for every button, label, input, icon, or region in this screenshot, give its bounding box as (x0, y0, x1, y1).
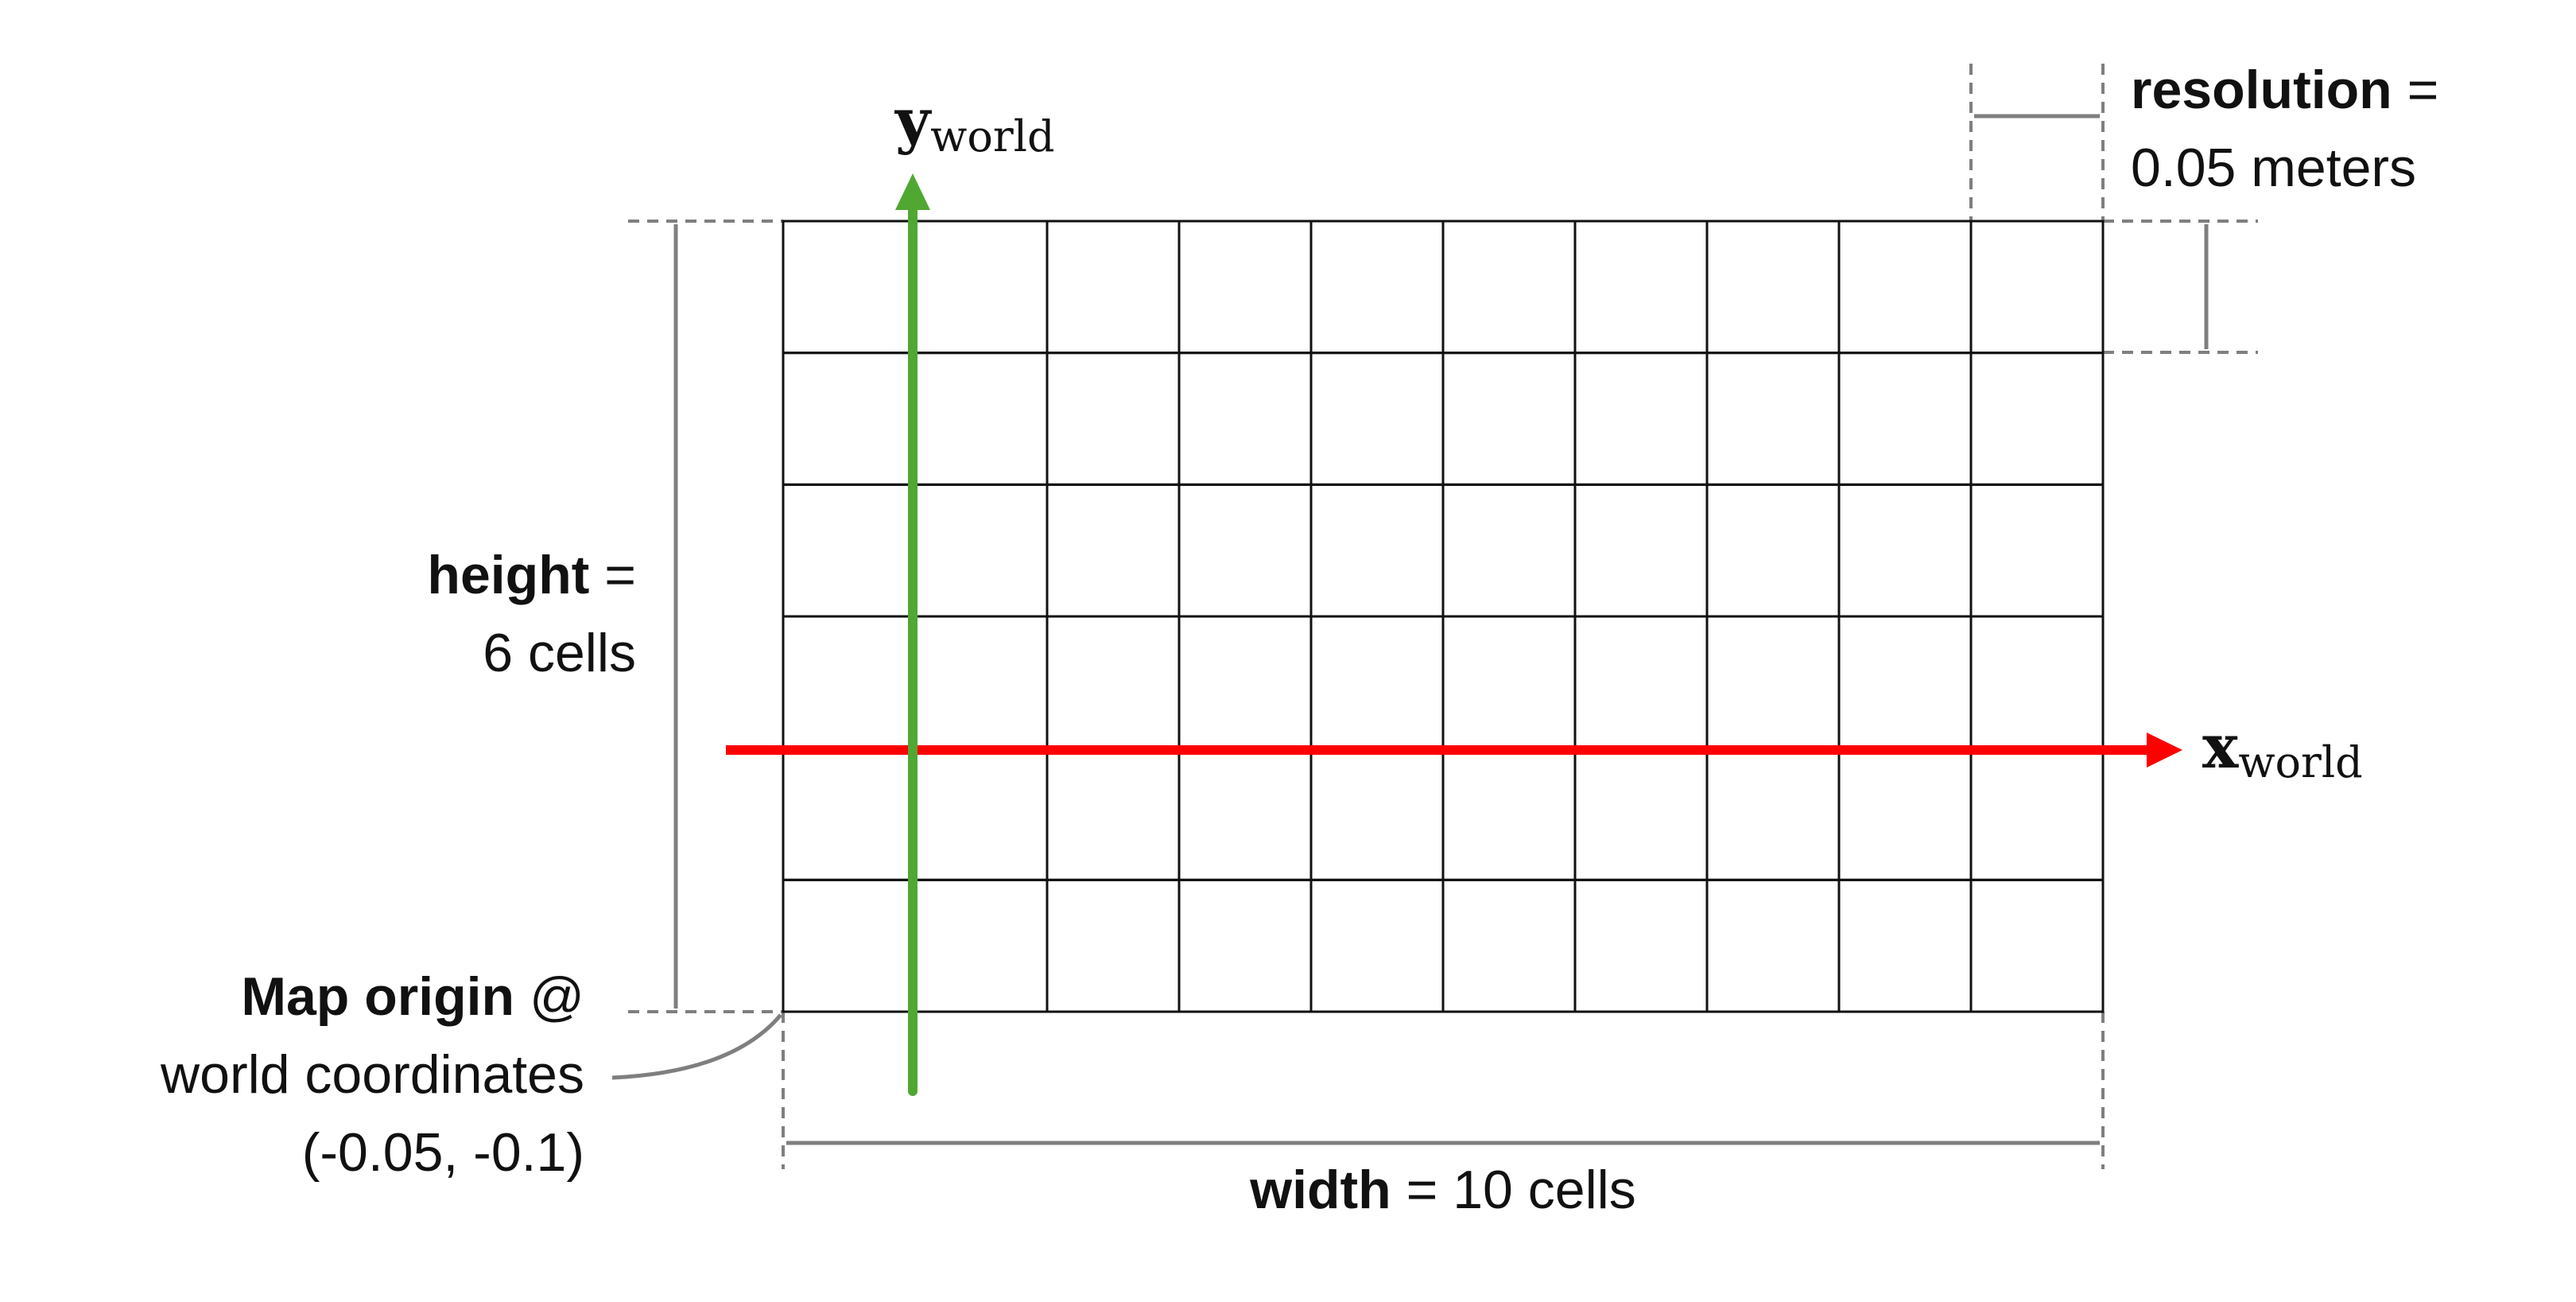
width-label-value: = 10 cells (1391, 1160, 1636, 1220)
grid-cell (782, 352, 917, 486)
grid-cell (914, 220, 1049, 355)
grid-cell (1969, 483, 2105, 618)
grid-cell (782, 483, 917, 618)
grid-cell (1837, 747, 1973, 881)
x-world-label-main: x (2202, 711, 2239, 782)
grid-cell (1573, 615, 1709, 750)
grid-cell (782, 747, 917, 881)
height-label-equals: = (589, 545, 636, 605)
height-label: height = (427, 545, 636, 605)
origin-label-line3: (-0.05, -0.1) (302, 1122, 584, 1183)
y-world-label-main: y (894, 85, 932, 156)
grid-cell (1705, 878, 1841, 1013)
grid-cell (914, 483, 1049, 618)
resolution-value: 0.05 meters (2131, 138, 2416, 198)
grid-cell (1441, 747, 1577, 881)
grid-cell (1177, 220, 1313, 355)
grid-cell (1177, 352, 1313, 486)
grid-cell (1309, 878, 1445, 1013)
grid-cell (1309, 220, 1445, 355)
y-world-axis-arrowhead (895, 173, 930, 210)
grid-cell (1837, 352, 1973, 486)
grid-cell (1177, 878, 1313, 1013)
grid-cell (1573, 483, 1709, 618)
grid-cell (1573, 747, 1709, 881)
height-value: 6 cells (483, 623, 636, 683)
grid-cell (1705, 483, 1841, 618)
grid-cell (914, 352, 1049, 486)
grid-cell (1573, 878, 1709, 1013)
grid-cell (1309, 352, 1445, 486)
grid-cell (1969, 747, 2105, 881)
dimension-extension-lines (628, 64, 2258, 1169)
grid-cell (1837, 220, 1973, 355)
resolution-label-equals: = (2392, 60, 2439, 120)
grid-cell (1969, 615, 2105, 750)
x-world-label-subscript: world (2238, 737, 2362, 787)
grid-cell (1309, 747, 1445, 881)
grid-cell (1441, 878, 1577, 1013)
grid-cell (1309, 615, 1445, 750)
grid-cell (1837, 878, 1973, 1013)
grid-cell (782, 220, 917, 355)
grid-cell (914, 878, 1049, 1013)
origin-pointer-arrow (611, 1013, 782, 1080)
grid-cell (782, 878, 917, 1013)
y-world-label-subscript: world (930, 111, 1054, 161)
grid-cell (1705, 352, 1841, 486)
origin-label: Map origin @ (241, 966, 584, 1027)
grid-cell (1177, 747, 1313, 881)
grid-cell (914, 615, 1049, 750)
grid-cell (1046, 483, 1181, 618)
grid-cell (1441, 352, 1577, 486)
grid-cell (1046, 615, 1181, 750)
grid-cell (1046, 220, 1181, 355)
grid-cell (1573, 352, 1709, 486)
grid-cell (1705, 615, 1841, 750)
origin-label-at: @ (514, 966, 584, 1027)
height-label-bold: height (427, 545, 589, 605)
grid-cell (914, 747, 1049, 881)
grid-cell (1969, 352, 2105, 486)
grid-cell (1177, 483, 1313, 618)
dimension-arrows (611, 114, 2209, 1145)
grid-cell (1837, 615, 1973, 750)
resolution-label: resolution = (2131, 60, 2438, 120)
grid-cell (1969, 220, 2105, 355)
origin-label-line2: world coordinates (160, 1044, 584, 1105)
map-grid (782, 220, 2105, 1013)
grid-cell (1046, 878, 1181, 1013)
grid-cell (1046, 352, 1181, 486)
width-label: width = 10 cells (1249, 1160, 1636, 1220)
grid-cell (1969, 878, 2105, 1013)
grid-cell (1046, 747, 1181, 881)
grid-cell (782, 615, 917, 750)
resolution-label-bold: resolution (2131, 60, 2392, 120)
world-axes (726, 173, 2182, 1096)
y-world-label: yworld (894, 85, 1055, 161)
grid-cell (1705, 220, 1841, 355)
width-label-bold: width (1249, 1160, 1391, 1220)
grid-cell (1309, 483, 1445, 618)
x-world-label: xworld (2202, 711, 2363, 787)
origin-label-bold: Map origin (241, 966, 514, 1027)
grid-cell (1177, 615, 1313, 750)
grid-cell (1441, 483, 1577, 618)
grid-cell (1837, 483, 1973, 618)
grid-cell (1573, 220, 1709, 355)
grid-cell (1705, 747, 1841, 881)
grid-cell (1441, 615, 1577, 750)
x-world-axis-arrowhead (2147, 733, 2182, 768)
grid-cell (1441, 220, 1577, 355)
